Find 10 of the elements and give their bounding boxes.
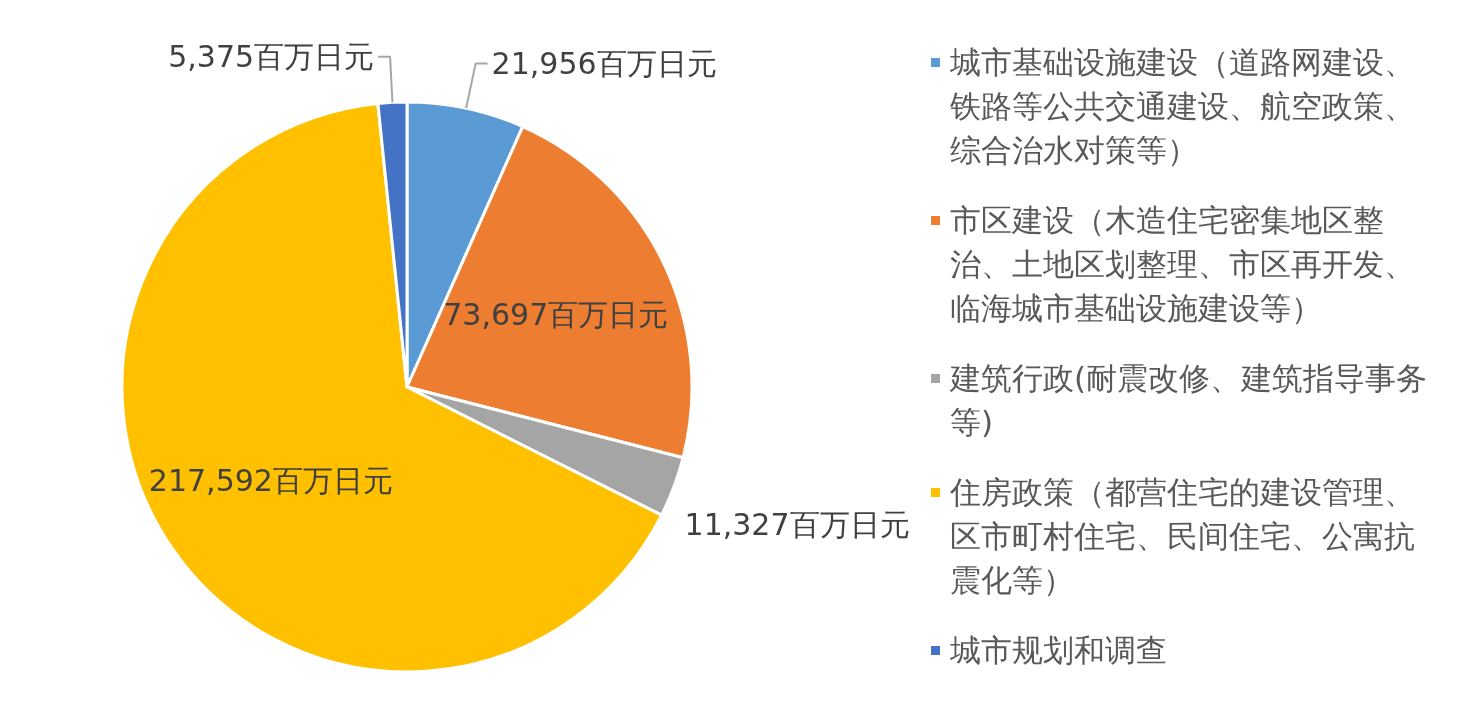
data-label: 11,327百万日元 (684, 507, 910, 543)
data-label: 73,697百万日元 (443, 297, 669, 333)
legend-label: 建筑行政(耐震改修、建筑指导事务等) (950, 359, 1429, 442)
data-label: 217,592百万日元 (148, 463, 393, 499)
legend-label: 市区建设（木造住宅密集地区整治、土地区划整理、市区再开发、临海城市基础设施建设等） (950, 201, 1416, 328)
legend-label: 住房政策（都营住宅的建设管理、区市町村住宅、民间住宅、公寓抗震化等） (950, 473, 1416, 600)
legend-label: 城市基础设施建设（道路网建设、铁路等公共交通建设、航空政策、综合治水对策等） (950, 43, 1416, 170)
data-label: 21,956百万日元 (491, 46, 717, 82)
legend-label: 城市规划和调查 (950, 631, 1168, 670)
data-label: 5,375百万日元 (168, 39, 375, 75)
